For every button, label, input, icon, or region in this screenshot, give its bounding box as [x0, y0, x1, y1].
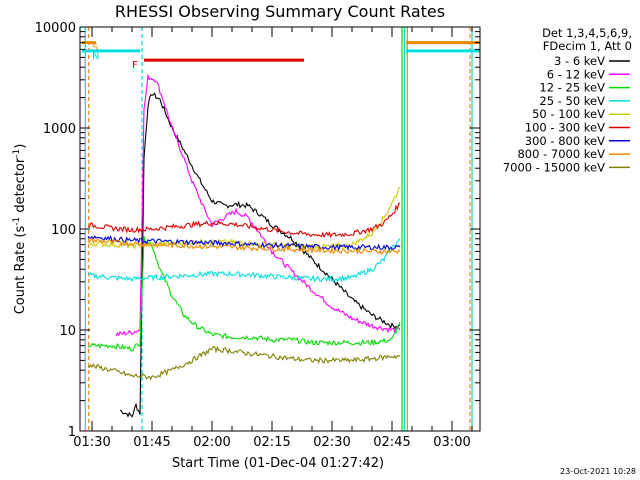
legend-label-1: 3 - 6 keV	[554, 54, 605, 68]
series-line-9	[87, 345, 401, 381]
y-tick-label: 1000	[43, 122, 76, 137]
timestamp: 23-Oct-2021 10:28	[560, 467, 636, 476]
series-line-3	[87, 236, 401, 352]
x-axis-label: Start Time (01-Dec-04 01:27:42)	[172, 456, 384, 471]
series-line-4	[87, 238, 401, 283]
y-label-sup-2: -1	[12, 149, 22, 158]
legend-label-9: 7000 - 15000 keV	[503, 160, 605, 174]
axes: 1 10 100 1000 10000 01:30 01:45 02:00 02:15 02:30…	[35, 21, 480, 450]
y-tick-label: 10	[59, 324, 76, 339]
series-line-8	[87, 236, 401, 255]
legend-label-3: 12 - 25 keV	[539, 81, 605, 95]
series-line-2	[115, 74, 401, 337]
y-tick-label: 10000	[35, 21, 76, 36]
legend-label-2: 6 - 12 keV	[547, 67, 605, 81]
x-tick-label: 02:15	[253, 435, 290, 450]
x-tick-label: 02:45	[373, 435, 410, 450]
y-label-part-3: )	[13, 144, 28, 149]
series-line-5	[87, 186, 401, 251]
y-tick-label: 1	[68, 425, 76, 440]
y-label-part-1: Count Rate (s	[13, 226, 28, 315]
x-tick-label: 01:30	[73, 435, 110, 450]
legend-label-5: 50 - 100 keV	[532, 107, 605, 121]
y-label-part-2: detector	[13, 157, 28, 217]
legend-label-7: 300 - 800 keV	[525, 134, 605, 148]
legend-label-8: 800 - 7000 keV	[517, 147, 605, 161]
chart-title: RHESSI Observing Summary Count Rates	[115, 2, 445, 21]
y-tick-label: 100	[51, 223, 76, 238]
legend: Det 1,3,4,5,6,9, FDecim 1, Att 0 3 - 6 k…	[503, 26, 632, 174]
legend-header-line-2: FDecim 1, Att 0	[543, 39, 632, 53]
legend-header-line-1: Det 1,3,4,5,6,9,	[542, 26, 632, 40]
flag-label-f: F	[132, 60, 138, 71]
y-axis-label: Count Rate (s-1 detector-1)	[12, 144, 28, 315]
flag-label-s: S	[92, 43, 98, 54]
series-line-7	[87, 234, 401, 252]
legend-label-4: 25 - 50 keV	[539, 94, 605, 108]
x-tick-label: 02:30	[313, 435, 350, 450]
x-tick-label: 03:00	[433, 435, 470, 450]
x-tick-label: 02:00	[193, 435, 230, 450]
flag-label-n: N	[92, 51, 99, 62]
x-tick-label: 01:45	[133, 435, 170, 450]
y-label-sup-1: -1	[12, 217, 22, 226]
series-line-1	[119, 92, 401, 418]
legend-label-6: 100 - 300 keV	[525, 121, 605, 135]
series-line-6	[87, 202, 401, 239]
